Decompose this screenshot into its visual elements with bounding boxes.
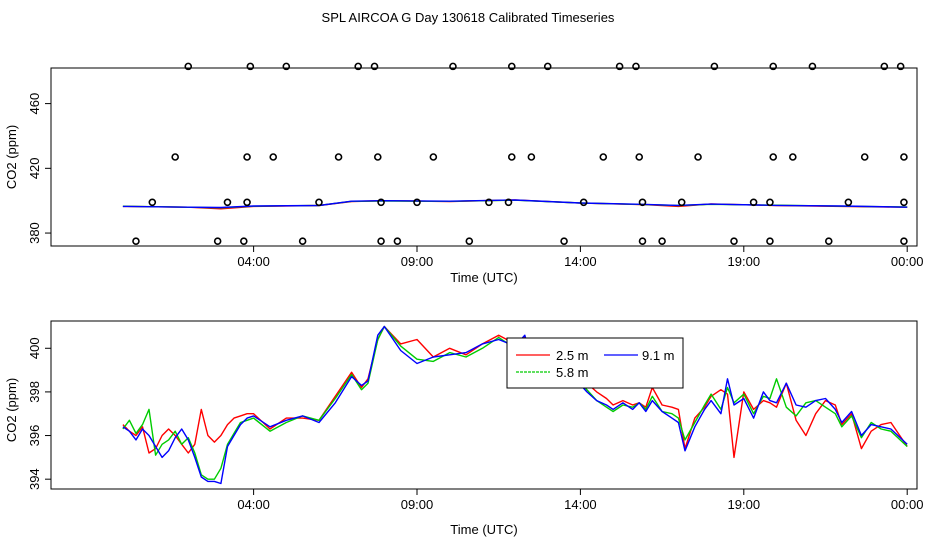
panel-1-x-axis: 04:00 09:00 14:00 19:00 00:00 [237,246,923,269]
data-point [240,237,248,245]
panel-1-y-axis: 380 420 460 [27,93,51,244]
x-tick-label: 00:00 [891,497,924,512]
x-tick-label: 14:00 [564,254,597,269]
data-point [769,153,778,161]
panel-2-frame [50,320,918,490]
data-point [465,237,474,245]
y-tick-label: 396 [27,425,42,447]
panel-1-scatter: 04:00 09:00 14:00 19:00 00:00 380 420 460 Time… [4,62,923,285]
panel-1-x-label: Time (UTC) [450,270,517,285]
data-point [132,237,140,245]
x-tick-label: 04:00 [237,497,270,512]
panel-2-x-label: Time (UTC) [450,522,517,537]
data-point [148,198,157,207]
data-point [282,62,291,71]
data-point [543,62,552,71]
data-point [658,237,666,245]
data-point [694,153,702,161]
legend: 2.5 m 9.1 m 5.8 m [506,337,684,389]
x-tick-label: 09:00 [401,254,434,269]
data-point [298,237,307,245]
data-point [449,62,457,71]
legend-label-2-5m: 2.5 m [556,348,589,363]
x-tick-label: 04:00 [237,254,270,269]
data-point [243,153,251,161]
data-point [223,198,232,207]
data-point [824,237,833,245]
data-point [880,62,889,71]
data-point [769,62,778,71]
data-point [677,198,686,207]
data-point [171,153,179,161]
data-point [844,198,853,207]
data-point [393,237,402,245]
legend-box [506,337,684,389]
data-point [377,198,385,207]
data-point [749,198,758,207]
data-point [638,237,647,245]
series-line-9-1-m [122,199,908,209]
y-tick-label: 460 [27,93,42,115]
panel-1-y-label: CO2 (ppm) [4,125,19,189]
data-point [599,153,608,161]
data-point [900,153,908,161]
data-point [269,153,278,161]
data-point [315,198,323,207]
y-tick-label: 400 [27,337,42,359]
data-point [377,237,385,245]
data-point [808,62,817,71]
data-point [615,62,624,71]
panel-2-y-axis: 394 396 398 400 [27,337,51,490]
data-point [579,198,588,207]
data-point [900,198,908,207]
data-point [485,198,493,207]
y-tick-label: 394 [27,468,42,490]
data-point [213,237,222,245]
data-point [632,62,640,71]
panel-1-series-lines [122,199,908,210]
data-point [354,62,362,71]
data-point [766,237,774,245]
panel-1-frame [50,67,918,247]
data-point [527,153,536,161]
x-tick-label: 00:00 [891,254,924,269]
data-point [184,62,193,71]
data-point [243,198,251,207]
legend-label-9-1m: 9.1 m [642,348,675,363]
data-point [504,198,513,207]
panel-2-x-axis: 04:00 09:00 14:00 19:00 00:00 [237,489,923,512]
data-point [900,237,908,245]
data-point [710,62,719,71]
panel-1-points [132,62,908,245]
data-point [429,153,438,161]
x-tick-label: 14:00 [564,497,597,512]
data-point [507,153,516,161]
data-point [896,62,905,71]
data-point [766,198,774,207]
y-tick-label: 420 [27,157,42,179]
y-tick-label: 380 [27,222,42,244]
y-tick-label: 398 [27,381,42,403]
data-point [373,153,382,161]
data-point [413,198,421,207]
data-point [860,153,869,161]
data-point [370,62,379,71]
data-point [789,153,797,161]
panel-2-y-label: CO2 (ppm) [4,378,19,442]
legend-label-5-8m: 5.8 m [556,365,589,380]
data-point [334,153,343,161]
data-point [507,62,516,71]
x-tick-label: 19:00 [728,497,761,512]
panel-2-lines: 04:00 09:00 14:00 19:00 00:00 394 396 398 400 T… [4,320,923,537]
data-point [638,198,647,207]
data-point [246,62,255,71]
figure-title: SPL AIRCOA G Day 130618 Calibrated Times… [322,10,615,25]
data-point [730,237,738,245]
data-point [635,153,644,161]
x-tick-label: 19:00 [728,254,761,269]
x-tick-label: 09:00 [401,497,434,512]
data-point [560,237,568,245]
